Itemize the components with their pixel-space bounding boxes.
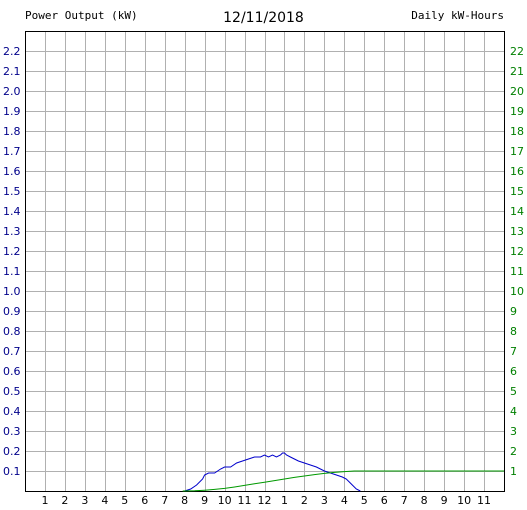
x-tick-label: 7: [161, 494, 168, 507]
right-tick-label: 18: [510, 125, 524, 138]
x-tick-label: 3: [321, 494, 328, 507]
x-tick-label: 9: [441, 494, 448, 507]
right-tick-label: 7: [510, 345, 517, 358]
right-tick-label: 15: [510, 185, 524, 198]
right-tick-label: 13: [510, 225, 524, 238]
right-tick-label: 5: [510, 385, 517, 398]
right-tick-label: 1: [510, 465, 517, 478]
right-tick-label: 11: [510, 265, 524, 278]
x-tick-label: 12: [258, 494, 272, 507]
right-tick-label: 14: [510, 205, 524, 218]
power-output-line: [184, 452, 361, 492]
x-tick-label: 2: [301, 494, 308, 507]
x-tick-label: 5: [361, 494, 368, 507]
right-tick-label: 2: [510, 445, 517, 458]
left-tick-label: 1.2: [3, 245, 21, 258]
left-tick-label: 2.2: [3, 45, 21, 58]
left-tick-label: 0.8: [3, 325, 21, 338]
right-tick-label: 6: [510, 365, 517, 378]
left-tick-label: 2.0: [3, 85, 21, 98]
left-tick-label: 0.9: [3, 305, 21, 318]
left-tick-label: 2.1: [3, 65, 21, 78]
x-tick-label: 1: [41, 494, 48, 507]
right-tick-label: 12: [510, 245, 524, 258]
right-tick-label: 4: [510, 405, 517, 418]
x-tick-label: 9: [201, 494, 208, 507]
left-tick-label: 1.7: [3, 145, 21, 158]
x-tick-label: 3: [81, 494, 88, 507]
left-axis-label: Power Output (kW): [25, 9, 138, 22]
right-axis-label: Daily kW-Hours: [411, 9, 504, 22]
chart-title: 12/11/2018: [223, 10, 304, 26]
x-tick-label: 4: [341, 494, 348, 507]
right-tick-label: 20: [510, 85, 524, 98]
x-tick-label: 6: [381, 494, 388, 507]
x-tick-label: 7: [401, 494, 408, 507]
right-tick-label: 8: [510, 325, 517, 338]
right-tick-label: 19: [510, 105, 524, 118]
left-tick-label: 1.4: [3, 205, 21, 218]
x-tick-label: 11: [238, 494, 252, 507]
left-tick-label: 0.3: [3, 425, 21, 438]
left-tick-label: 0.1: [3, 465, 21, 478]
x-tick-label: 8: [181, 494, 188, 507]
right-tick-label: 9: [510, 305, 517, 318]
x-tick-label: 6: [141, 494, 148, 507]
left-tick-label: 0.2: [3, 445, 21, 458]
left-tick-label: 1.5: [3, 185, 21, 198]
right-tick-label: 21: [510, 65, 524, 78]
right-tick-label: 16: [510, 165, 524, 178]
left-tick-label: 1.0: [3, 285, 21, 298]
plot-frame: [25, 31, 505, 492]
x-tick-label: 5: [121, 494, 128, 507]
left-tick-label: 0.5: [3, 385, 21, 398]
left-tick-label: 1.8: [3, 125, 21, 138]
right-tick-label: 17: [510, 145, 524, 158]
x-tick-label: 4: [101, 494, 108, 507]
x-tick-label: 8: [421, 494, 428, 507]
left-tick-label: 1.6: [3, 165, 21, 178]
right-tick-label: 22: [510, 45, 524, 58]
daily-kwh-line: [182, 470, 504, 492]
right-tick-label: 3: [510, 425, 517, 438]
left-tick-label: 1.9: [3, 105, 21, 118]
left-tick-label: 0.4: [3, 405, 21, 418]
x-tick-label: 10: [457, 494, 471, 507]
x-tick-label: 11: [477, 494, 491, 507]
x-tick-label: 10: [218, 494, 232, 507]
x-tick-label: 2: [61, 494, 68, 507]
left-tick-label: 1.3: [3, 225, 21, 238]
x-tick-label: 1: [281, 494, 288, 507]
left-tick-label: 0.7: [3, 345, 21, 358]
left-tick-label: 1.1: [3, 265, 21, 278]
left-tick-label: 0.6: [3, 365, 21, 378]
right-tick-label: 10: [510, 285, 524, 298]
